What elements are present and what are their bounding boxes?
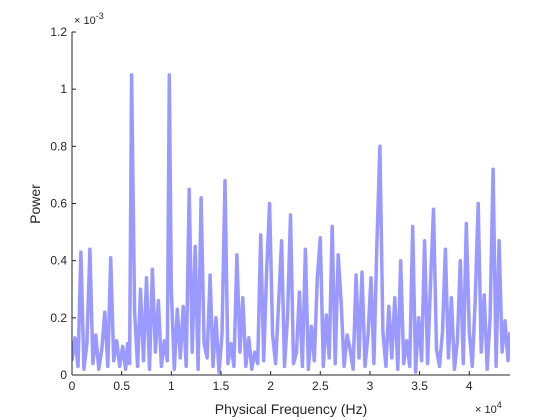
x-tick-label: 4: [466, 379, 473, 393]
x-tick-label: 0.5: [113, 379, 130, 393]
x-tick-label: 3.5: [411, 379, 428, 393]
y-axis-label: Power: [27, 184, 43, 224]
x-tick-label: 1.5: [213, 379, 230, 393]
y-tick-label: 0.6: [50, 197, 67, 211]
x-tick-label: 0: [69, 379, 76, 393]
y-tick-label: 1.2: [50, 25, 67, 39]
y-tick-label: 0.2: [50, 311, 67, 325]
x-tick-label: 2: [267, 379, 274, 393]
x-exponent-label: × 104: [475, 400, 502, 416]
x-axis-label: Physical Frequency (Hz): [215, 401, 368, 417]
y-tick-label: 0: [60, 368, 67, 382]
y-tick-label: 1: [60, 82, 67, 96]
y-exponent-label: × 10-3: [74, 11, 104, 27]
y-tick-label: 0.8: [50, 139, 67, 153]
x-tick-label: 2.5: [312, 379, 329, 393]
y-tick-label: 0.4: [50, 254, 67, 268]
x-tick-label: 3: [367, 379, 374, 393]
x-tick-label: 1: [168, 379, 175, 393]
series-line-0: [72, 73, 510, 374]
